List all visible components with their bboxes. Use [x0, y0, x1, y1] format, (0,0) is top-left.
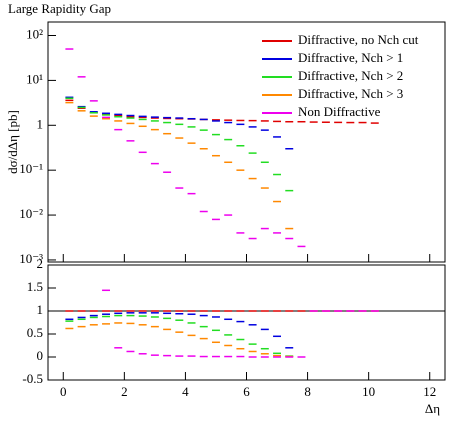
x-tick-label: 6 — [243, 384, 250, 399]
x-tick-label: 0 — [60, 384, 67, 399]
y-axis-label: dσ/dΔη [pb] — [5, 110, 20, 174]
y-tick-label: -0.5 — [22, 371, 43, 386]
y-tick-label: 1 — [37, 302, 44, 317]
y-tick-label: 0.5 — [27, 325, 43, 340]
legend-label: Diffractive, Nch > 1 — [298, 50, 403, 65]
y-tick-label: 10⁻² — [19, 206, 43, 221]
ratio-frame — [47, 264, 446, 381]
y-tick-label: 10¹ — [26, 71, 43, 86]
y-tick-label: 1.5 — [27, 279, 43, 294]
y-tick-label: 2 — [37, 256, 44, 271]
x-tick-label: 8 — [304, 384, 311, 399]
y-tick-label: 10⁻³ — [19, 251, 43, 266]
legend-label: Diffractive, no Nch cut — [298, 32, 419, 47]
chart-title: Large Rapidity Gap — [8, 1, 111, 16]
legend-label: Diffractive, Nch > 3 — [298, 86, 403, 101]
y-tick-label: 1 — [37, 116, 44, 131]
x-tick-label: 2 — [121, 384, 128, 399]
x-axis-label: Δη — [425, 401, 440, 416]
legend-label: Non Diffractive — [298, 104, 381, 119]
x-tick-label: 4 — [182, 384, 189, 399]
x-tick-label: 12 — [423, 384, 436, 399]
y-tick-label: 0 — [37, 348, 44, 363]
y-tick-label: 10² — [26, 26, 43, 41]
legend-label: Diffractive, Nch > 2 — [298, 68, 403, 83]
x-tick-label: 10 — [362, 384, 375, 399]
y-tick-label: 10⁻¹ — [19, 161, 43, 176]
